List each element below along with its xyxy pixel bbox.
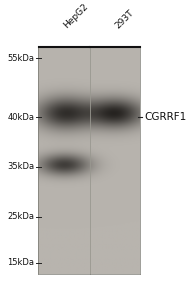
Bar	[38, 47, 139, 274]
Text: CGRRF1: CGRRF1	[144, 112, 186, 122]
Text: 55kDa: 55kDa	[7, 54, 34, 63]
Text: 25kDa: 25kDa	[7, 212, 34, 221]
Text: HepG2: HepG2	[62, 2, 90, 30]
Text: 40kDa: 40kDa	[7, 113, 34, 122]
Text: 35kDa: 35kDa	[7, 162, 34, 171]
Text: 15kDa: 15kDa	[7, 258, 34, 267]
Text: 293T: 293T	[113, 8, 136, 30]
